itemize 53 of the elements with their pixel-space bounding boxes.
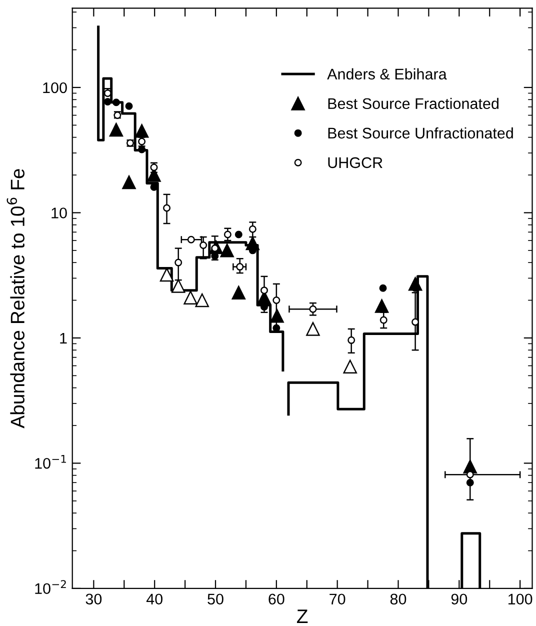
point [466,478,474,486]
y-tick-label: 10 [52,208,67,218]
point [248,225,256,233]
legend-label: Anders & Ebihara [327,68,447,80]
point [260,286,268,294]
x-tick-label: 60 [268,594,284,605]
point [309,305,317,313]
point [174,258,182,266]
point [343,360,357,374]
point [184,290,198,304]
point [171,279,186,293]
x-axis-title: Z [296,610,308,624]
legend-label: Best Source Fractionated [328,98,498,110]
point [348,336,356,344]
point [306,322,320,336]
x-tick-label: 50 [208,594,224,605]
y-tick-label: 10$^{−1}$ [35,454,66,469]
point [163,204,171,212]
point [380,316,388,324]
point [234,230,242,238]
point [220,244,234,258]
legend-label: Best Source Unfractionated [328,127,513,139]
y-tick-label: 10$^{−2}$ [35,580,66,594]
point [195,293,209,308]
point [104,89,112,97]
point [125,102,133,110]
point [374,299,389,313]
x-tick-label: 90 [451,594,468,605]
point [379,284,387,292]
point [187,236,195,244]
point [104,98,112,106]
y-axis-title: Abundance Relative to 10$^{6}$ Fe [6,169,24,428]
y-tick-label: 100 [43,82,67,94]
point [122,175,136,190]
point [232,286,246,300]
x-tick-label: 80 [390,594,406,605]
point [160,268,174,282]
point [224,230,232,238]
point [138,146,146,154]
point [412,318,420,326]
point [134,124,149,138]
point [112,98,120,106]
point [200,241,208,249]
x-tick-label: 40 [146,594,162,605]
x-tick-label: 70 [330,594,346,605]
x-tick-label: 100 [508,594,532,605]
y-tick-label: 1 [60,332,67,344]
point [109,122,124,137]
point [236,263,244,271]
x-tick-label: 30 [86,594,102,605]
legend-label: UHGCR [328,157,382,168]
point [272,296,280,304]
point [270,309,284,323]
